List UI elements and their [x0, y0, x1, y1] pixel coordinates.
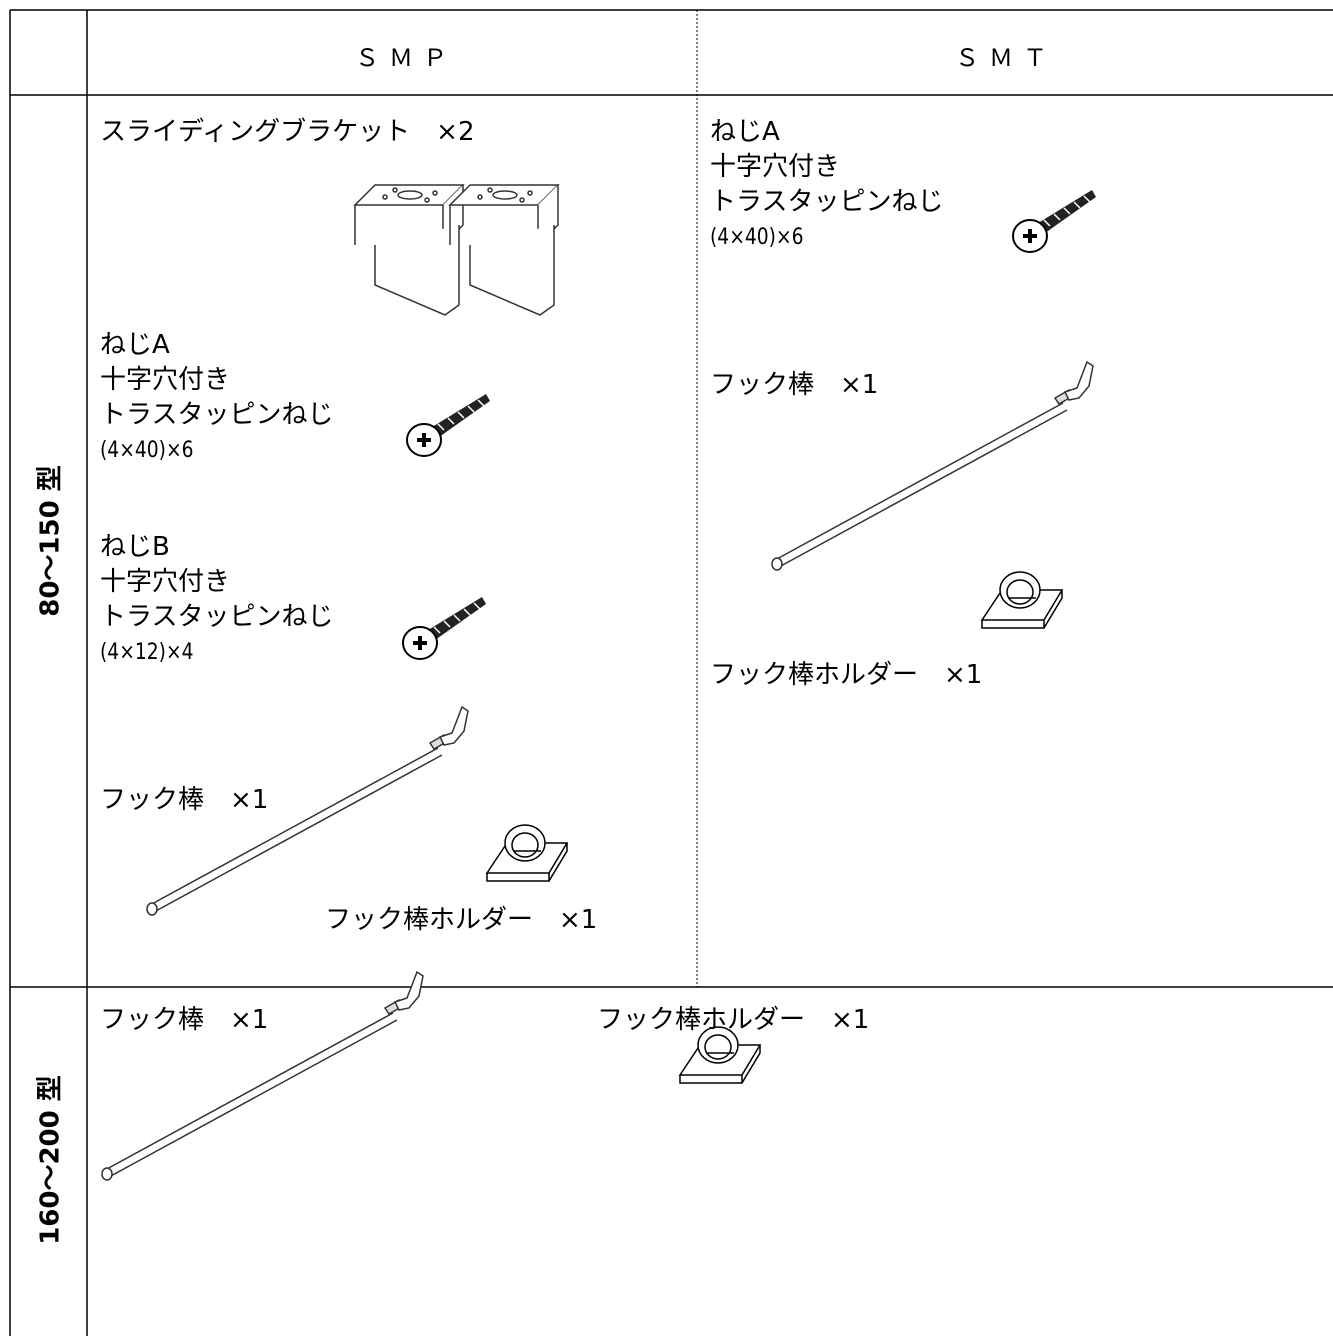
item: フック棒 ×1	[100, 783, 268, 818]
item: フック棒 ×1	[710, 368, 878, 403]
text-line: 十字穴付き	[710, 152, 841, 182]
text-line: 十字穴付き	[100, 567, 231, 597]
text-line: トラスタッピンねじ	[710, 187, 944, 217]
text-line: トラスタッピンねじ	[100, 400, 334, 430]
text-line: (4×12)×4	[100, 640, 194, 665]
item: フック棒ホルダー ×1	[597, 1003, 869, 1038]
text-line: ねじA	[710, 117, 780, 147]
text-line: ねじA	[100, 330, 170, 360]
row-label: 160～200 型	[35, 1075, 66, 1245]
item: フック棒 ×1	[100, 1003, 268, 1038]
item: ねじB 十字穴付きトラスタッピンねじ (4×12)×4	[100, 530, 333, 670]
text-line: フック棒 ×1	[100, 785, 269, 815]
text-line: フック棒 ×1	[710, 370, 879, 400]
text-line: ねじB	[100, 532, 170, 562]
table-grid	[9, 9, 1333, 1336]
text-line: フック棒 ×1	[100, 1005, 269, 1035]
item: フック棒ホルダー ×1	[710, 658, 982, 693]
item: ねじA 十字穴付きトラスタッピンねじ (4×40)×6	[100, 328, 333, 468]
text-line: (4×40)×6	[100, 438, 194, 463]
text-line: フック棒ホルダー ×1	[325, 905, 598, 935]
text-line: 十字穴付き	[100, 365, 231, 395]
text-line: スライディングブラケット ×2	[100, 117, 475, 147]
text-line: フック棒ホルダー ×1	[710, 660, 983, 690]
item: スライディングブラケット ×2	[100, 115, 475, 150]
item: フック棒ホルダー ×1	[325, 903, 597, 938]
item: ねじA 十字穴付きトラスタッピンねじ (4×40)×6	[710, 115, 943, 255]
column-header: ＳＭＰ	[355, 44, 457, 72]
text-line: フック棒ホルダー ×1	[597, 1005, 870, 1035]
column-header: ＳＭＴ	[955, 44, 1057, 72]
row-label: 80～150 型	[35, 465, 66, 617]
text-line: トラスタッピンねじ	[100, 602, 334, 632]
text-line: (4×40)×6	[710, 225, 804, 250]
